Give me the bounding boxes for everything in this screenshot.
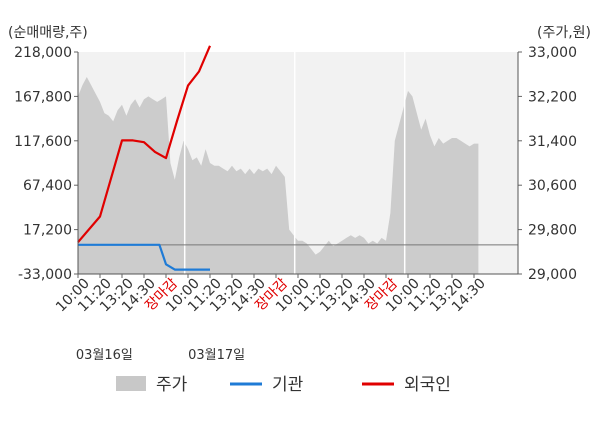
right-tick-label-4: 29,800 [528, 223, 577, 239]
right-tick-label-0: 33,000 [528, 45, 577, 61]
legend-label-foreigner: 외국인 [404, 375, 451, 395]
series-foreigner-line [77, 45, 212, 243]
left-axis-title: (순매매량,주) [8, 25, 88, 41]
left-tick-label-0: 218,000 [14, 45, 72, 61]
series-institution-line [78, 243, 210, 271]
series-price-area [78, 77, 479, 274]
left-tick-label-2: 117,600 [14, 134, 72, 150]
right-tick-label-2: 31,400 [528, 134, 577, 150]
left-tick-label-1: 167,800 [14, 89, 72, 105]
left-tick-label-3: 67,400 [23, 178, 72, 194]
date-label-0: 03월16일 [76, 348, 133, 363]
right-tick-label-1: 32,200 [528, 89, 577, 105]
right-axis-title: (주가,원) [537, 25, 591, 41]
left-tick-label-5: -33,000 [18, 267, 72, 283]
legend-label-price: 주가 [156, 375, 188, 395]
date-label-1: 03월17일 [188, 348, 245, 363]
right-tick-label-3: 30,600 [528, 178, 577, 194]
legend: 주가 기관 외국인 [116, 375, 451, 395]
line-layer [77, 45, 212, 271]
legend-swatch-price [116, 376, 146, 391]
price-area-layer [78, 77, 479, 274]
right-tick-label-5: 29,000 [528, 267, 577, 283]
left-tick-label-4: 17,200 [23, 223, 72, 239]
legend-label-institution: 기관 [272, 375, 303, 395]
